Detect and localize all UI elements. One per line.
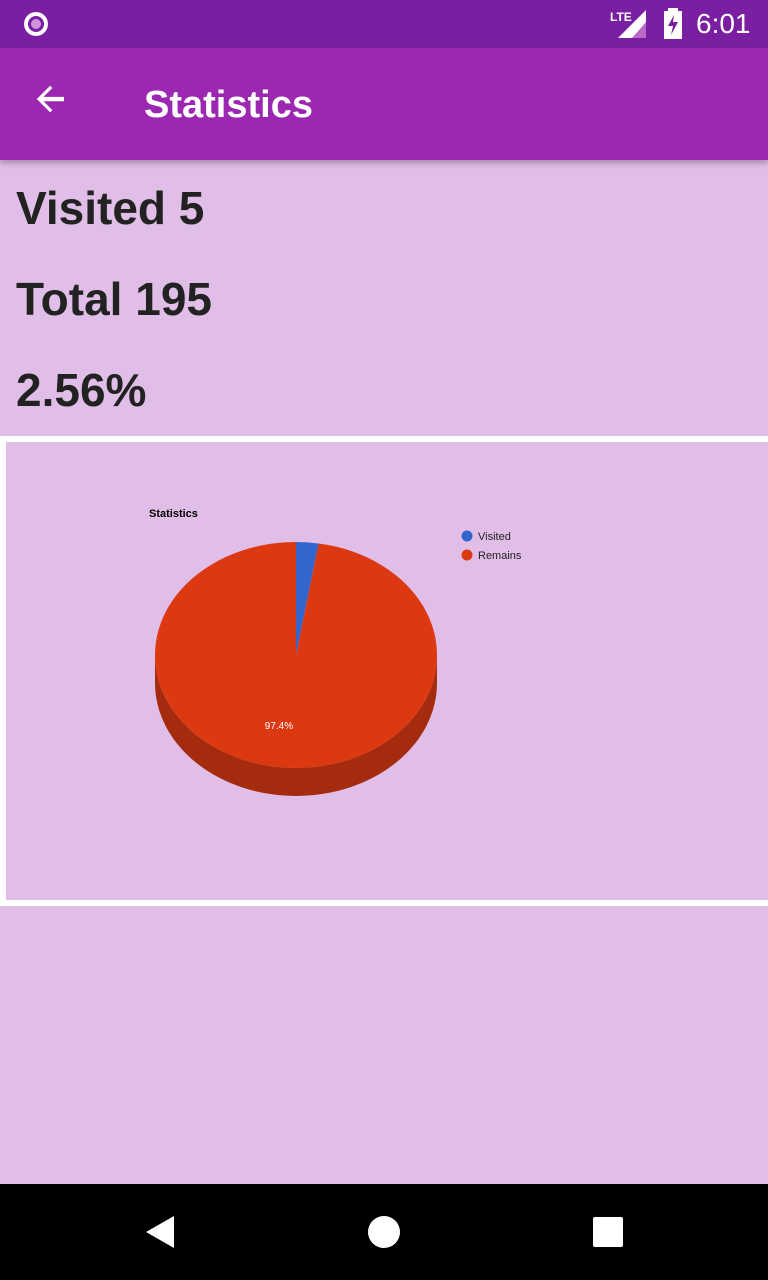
pie-data-label: 97.4% [265, 721, 293, 732]
legend-swatch-remains [461, 549, 473, 561]
pie-chart: Statistics 97.4% Visited Remains [149, 508, 522, 796]
lte-label: LTE [610, 10, 632, 24]
recents-square-icon [593, 1217, 623, 1247]
chart-area: Statistics 97.4% Visited Remains [6, 442, 768, 900]
back-button[interactable] [24, 80, 88, 128]
page-title: Statistics [144, 84, 313, 126]
legend-label-visited: Visited [478, 531, 511, 543]
battery-charging-icon [664, 8, 682, 39]
home-circle-icon [368, 1216, 400, 1248]
legend-label-remains: Remains [478, 550, 522, 562]
legend-swatch-visited [461, 530, 473, 542]
pie-group: 97.4% [155, 542, 438, 796]
visited-percent: 2.56% [16, 364, 147, 416]
lte-signal-icon: LTE [610, 10, 646, 38]
status-bar: LTE 6:01 [0, 0, 768, 48]
visited-count: Visited 5 [16, 182, 205, 234]
arrow-back-icon [36, 85, 64, 113]
chart-legend: Visited Remains [461, 530, 522, 562]
status-clock: 6:01 [696, 8, 751, 39]
pie-slice-visited[interactable] [296, 542, 319, 655]
nav-recents-button[interactable] [584, 1208, 632, 1256]
pie-side-remains [155, 655, 437, 796]
app-indicator-icon [24, 12, 48, 36]
total-count: Total 195 [16, 273, 212, 325]
chart-title: Statistics [149, 508, 198, 520]
pie-slice-remains[interactable] [155, 542, 438, 768]
nav-bar [0, 1184, 768, 1280]
nav-home-button[interactable] [360, 1208, 408, 1256]
back-triangle-icon [146, 1216, 174, 1248]
nav-back-button[interactable] [136, 1208, 184, 1256]
app-bar: Statistics [0, 48, 768, 160]
chart-frame: Statistics 97.4% Visited Remains [0, 436, 768, 906]
